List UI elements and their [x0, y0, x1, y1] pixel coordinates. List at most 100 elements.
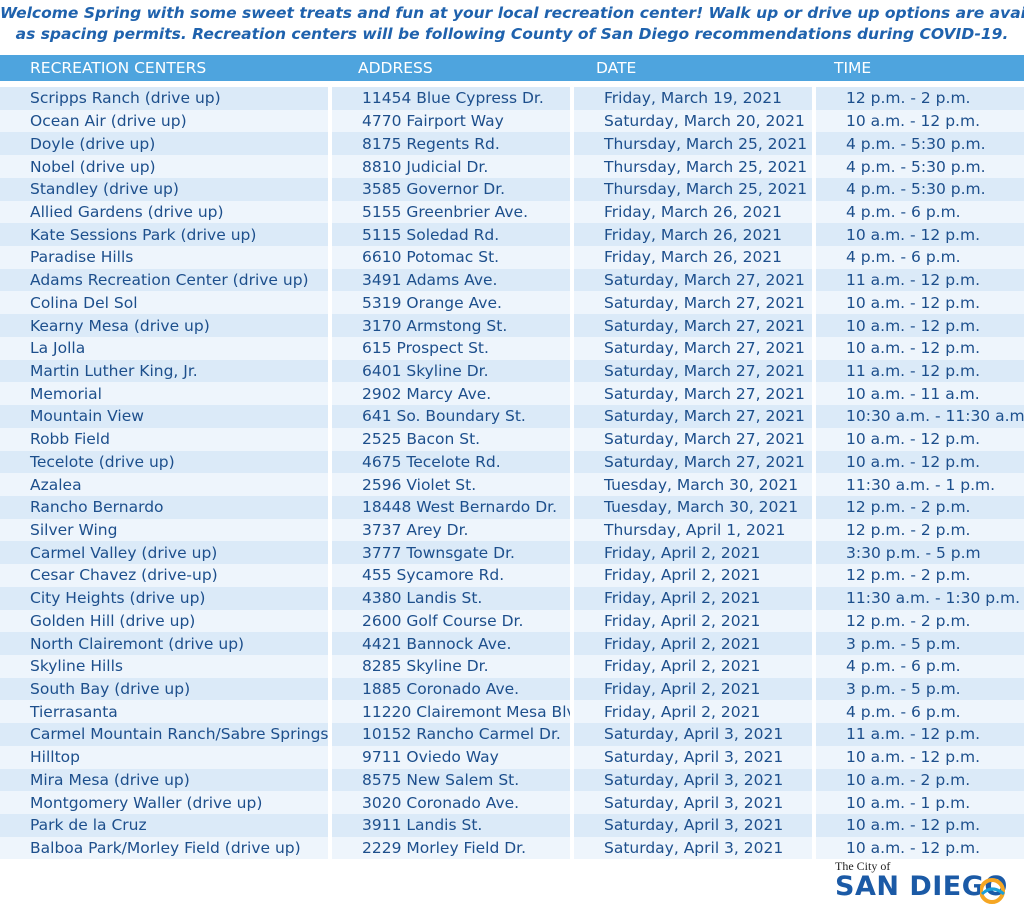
table-cell: 3911 Landis St.: [332, 814, 570, 837]
table-cell: Martin Luther King, Jr.: [0, 359, 328, 383]
table-cell: Friday, April 2, 2021: [574, 654, 812, 678]
table-cell: Paradise Hills: [0, 246, 328, 269]
table-row: North Clairemont (drive up) 4421 Bannock …: [0, 632, 1024, 655]
table-cell: Friday, March 26, 2021: [574, 246, 812, 269]
table-cell: Saturday, April 3, 2021: [574, 836, 812, 860]
table-row: Allied Gardens (drive up) 5155 Greenbrier…: [0, 200, 1024, 224]
table-cell: 3 p.m. - 5 p.m.: [816, 632, 1024, 655]
table-row: Nobel (drive up) 8810 Judicial Dr. Thursda…: [0, 155, 1024, 178]
table-cell: 3491 Adams Ave.: [332, 268, 570, 292]
table-cell: 4 p.m. - 5:30 p.m.: [816, 155, 1024, 178]
table-cell: 2902 Marcy Ave.: [332, 382, 570, 406]
table-row: Carmel Mountain Ranch/Sabre Springs 10152…: [0, 723, 1024, 746]
table-cell: Memorial: [0, 382, 328, 406]
table-row: Silver Wing 3737 Arey Dr. Thursday, April …: [0, 518, 1024, 542]
header-cell: TIME: [834, 59, 872, 77]
table-cell: 11:30 a.m. - 1 p.m.: [816, 473, 1024, 496]
table-cell: 11 a.m. - 12 p.m.: [816, 268, 1024, 292]
table-cell: 10 a.m. - 12 p.m.: [816, 223, 1024, 247]
table-cell: Standley (drive up): [0, 177, 328, 201]
table-cell: Saturday, March 27, 2021: [574, 268, 812, 292]
table-row: Memorial 2902 Marcy Ave. Saturday, March 2…: [0, 382, 1024, 406]
header-cell: RECREATION CENTERS: [30, 59, 207, 77]
header-row: RECREATION CENTERS ADDRESS DATE TIME: [0, 55, 1024, 81]
table-row: Adams Recreation Center (drive up) 3491 A…: [0, 268, 1024, 292]
table-row: City Heights (drive up) 4380 Landis St. Fr…: [0, 586, 1024, 610]
table-cell: 3777 Townsgate Dr.: [332, 541, 570, 565]
table-row: Ocean Air (drive up) 4770 Fairport Way Sat…: [0, 109, 1024, 133]
table-cell: 11454 Blue Cypress Dr.: [332, 87, 570, 110]
table-cell: Friday, March 19, 2021: [574, 87, 812, 110]
table-row: Martin Luther King, Jr. 6401 Skyline Dr. S…: [0, 359, 1024, 383]
table-cell: 10 a.m. - 12 p.m.: [816, 336, 1024, 360]
table-cell: Saturday, March 27, 2021: [574, 291, 812, 315]
table-cell: 10152 Rancho Carmel Dr.: [332, 723, 570, 746]
table-row: Tecelote (drive up) 4675 Tecelote Rd. Satu…: [0, 450, 1024, 474]
table-row: Doyle (drive up) 8175 Regents Rd. Thursday…: [0, 132, 1024, 156]
table-cell: 10 a.m. - 11 a.m.: [816, 382, 1024, 406]
table-cell: 2525 Bacon St.: [332, 427, 570, 451]
table-cell: Colina Del Sol: [0, 291, 328, 315]
table-cell: Carmel Valley (drive up): [0, 541, 328, 565]
table-row: Colina Del Sol 5319 Orange Ave. Saturday, …: [0, 291, 1024, 315]
table-row: Kearny Mesa (drive up) 3170 Armstong St. S…: [0, 314, 1024, 337]
table-cell: 10 a.m. - 12 p.m.: [816, 450, 1024, 474]
table-cell: Friday, April 2, 2021: [574, 564, 812, 587]
table-cell: 8575 New Salem St.: [332, 768, 570, 792]
table-cell: Friday, April 2, 2021: [574, 541, 812, 565]
table-cell: 10 a.m. - 1 p.m.: [816, 791, 1024, 814]
table-row: Golden Hill (drive up) 2600 Golf Course D…: [0, 609, 1024, 633]
logo: The City of SAN DIEGO: [835, 859, 1010, 909]
table-cell: Friday, April 2, 2021: [574, 609, 812, 633]
table-cell: 11:30 a.m. - 1:30 p.m.: [816, 586, 1024, 610]
table-row: Rancho Bernardo 18448 West Bernardo Dr. Tu…: [0, 495, 1024, 519]
table-cell: Friday, April 2, 2021: [574, 700, 812, 724]
table-cell: Rancho Bernardo: [0, 495, 328, 519]
table-cell: 10 a.m. - 12 p.m.: [816, 291, 1024, 315]
table-cell: Thursday, March 25, 2021: [574, 132, 812, 156]
table-cell: Saturday, April 3, 2021: [574, 768, 812, 792]
table-cell: Saturday, March 27, 2021: [574, 314, 812, 337]
table-cell: Balboa Park/Morley Field (drive up): [0, 836, 328, 860]
logo-small: The City of: [835, 859, 891, 873]
table-cell: Saturday, April 3, 2021: [574, 723, 812, 746]
table-row: Balboa Park/Morley Field (drive up) 2229 …: [0, 836, 1024, 860]
table-cell: Doyle (drive up): [0, 132, 328, 156]
table-cell: Saturday, March 27, 2021: [574, 450, 812, 474]
table-cell: Thursday, April 1, 2021: [574, 518, 812, 542]
table-cell: Saturday, March 27, 2021: [574, 336, 812, 360]
table-cell: Friday, April 2, 2021: [574, 632, 812, 655]
table-cell: Tecelote (drive up): [0, 450, 328, 474]
table-row: Cesar Chavez (drive-up) 455 Sycamore Rd. F…: [0, 564, 1024, 587]
table-row: La Jolla 615 Prospect St. Saturday, March …: [0, 336, 1024, 360]
table-cell: 455 Sycamore Rd.: [332, 564, 570, 587]
table-cell: 11 a.m. - 12 p.m.: [816, 359, 1024, 383]
table-cell: Saturday, March 27, 2021: [574, 359, 812, 383]
table-cell: 11 a.m. - 12 p.m.: [816, 723, 1024, 746]
table-cell: 10 a.m. - 12 p.m.: [816, 427, 1024, 451]
table-cell: 3170 Armstong St.: [332, 314, 570, 337]
table-cell: Adams Recreation Center (drive up): [0, 268, 328, 292]
table-cell: Hilltop: [0, 745, 328, 769]
intro-line: as spacing permits. Recreation centers w…: [15, 25, 1009, 43]
table-cell: 8285 Skyline Dr.: [332, 654, 570, 678]
table-cell: 3 p.m. - 5 p.m.: [816, 677, 1024, 701]
table-cell: 4770 Fairport Way: [332, 109, 570, 133]
table-cell: 10 a.m. - 12 p.m.: [816, 836, 1024, 860]
schedule-table: RECREATION CENTERS ADDRESS DATE TIME Scripps…: [0, 55, 1024, 860]
table-cell: Thursday, March 25, 2021: [574, 155, 812, 178]
table-row: Mira Mesa (drive up) 8575 New Salem St. Sa…: [0, 768, 1024, 792]
table-row: Kate Sessions Park (drive up) 5115 Soleda…: [0, 223, 1024, 247]
table-cell: Ocean Air (drive up): [0, 109, 328, 133]
table-cell: 4 p.m. - 5:30 p.m.: [816, 177, 1024, 201]
table-cell: 4 p.m. - 6 p.m.: [816, 654, 1024, 678]
table-row: Scripps Ranch (drive up) 11454 Blue Cypre…: [0, 87, 1024, 110]
table-cell: 4 p.m. - 5:30 p.m.: [816, 132, 1024, 156]
table-cell: Friday, March 26, 2021: [574, 200, 812, 224]
table-row: Tierrasanta 11220 Clairemont Mesa Blvd. Fr…: [0, 700, 1024, 724]
table-cell: 2229 Morley Field Dr.: [332, 836, 570, 860]
table-cell: Cesar Chavez (drive-up): [0, 564, 328, 587]
table-cell: 2600 Golf Course Dr.: [332, 609, 570, 633]
table-cell: 10 a.m. - 12 p.m.: [816, 814, 1024, 837]
